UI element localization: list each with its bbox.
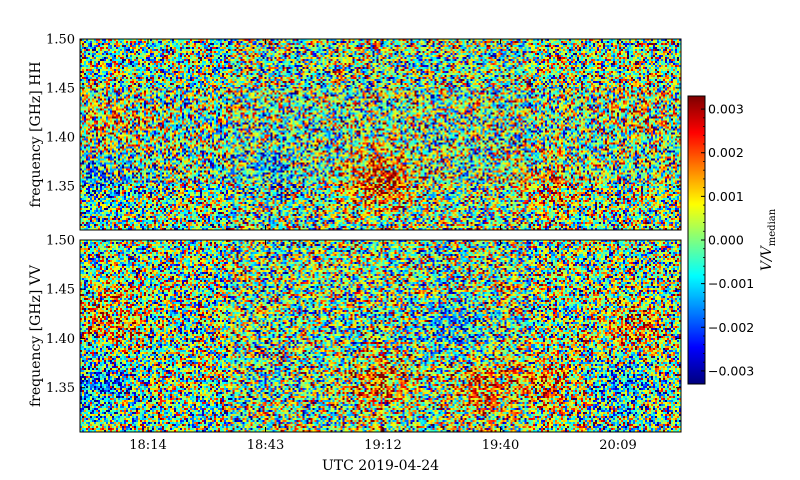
x-tick-label: 19:12 [364, 438, 401, 453]
x-tick-label: 18:14 [129, 438, 166, 453]
colorbar-ticks: 0.003 0.002 0.001 0.000 −0.001 −0.002 −0.003 [701, 102, 754, 378]
panel-vv-y-ticks: 1.50 1.45 1.40 1.35 [46, 234, 681, 396]
y-tick-label: 1.45 [46, 81, 75, 96]
heatmap-hh [80, 39, 681, 230]
colorbar-tick-label: 0.003 [708, 102, 744, 117]
x-axis-label: UTC 2019-04-24 [322, 458, 439, 474]
y-tick-label: 1.40 [46, 130, 75, 145]
x-tick-label: 18:43 [247, 438, 284, 453]
panel-hh-frame [79, 38, 682, 231]
x-axis-ticks: 18:14 18:43 19:12 19:40 20:09 [129, 39, 637, 453]
panel-vv-frame [79, 239, 682, 433]
y-tick-label: 1.35 [46, 381, 75, 396]
y-tick-label: 1.45 [46, 283, 75, 298]
panel-hh-y-ticks: 1.50 1.45 1.40 1.35 [46, 33, 681, 194]
y-tick-label: 1.40 [46, 332, 75, 347]
y-tick-label: 1.50 [46, 33, 75, 48]
colorbar-tick-label: −0.002 [708, 320, 754, 335]
heatmap-vv [80, 240, 681, 432]
panel-vv-ylabel: frequency [GHz] VV [28, 264, 44, 407]
panel-hh: 1.50 1.45 1.40 1.35 frequency [GHz] HH [28, 33, 682, 231]
colorbar-tick-label: 0.002 [708, 145, 744, 160]
colorbar-label: V/Vmedian [759, 208, 778, 271]
x-tick-label: 20:09 [599, 438, 636, 453]
y-tick-label: 1.50 [46, 234, 75, 249]
x-tick-label: 19:40 [482, 438, 519, 453]
colorbar-tick-label: −0.001 [708, 276, 754, 291]
colorbar-gradient [688, 96, 705, 384]
y-tick-label: 1.35 [46, 179, 75, 194]
colorbar: 0.003 0.002 0.001 0.000 −0.001 −0.002 −0.003 V… [687, 95, 778, 385]
colorbar-tick-label: −0.003 [708, 363, 754, 378]
colorbar-tick-label: 0.000 [708, 233, 744, 248]
panel-hh-ylabel: frequency [GHz] HH [28, 61, 44, 207]
colorbar-tick-label: 0.001 [708, 189, 744, 204]
panel-vv: 1.50 1.45 1.40 1.35 frequency [GHz] VV [28, 234, 682, 433]
